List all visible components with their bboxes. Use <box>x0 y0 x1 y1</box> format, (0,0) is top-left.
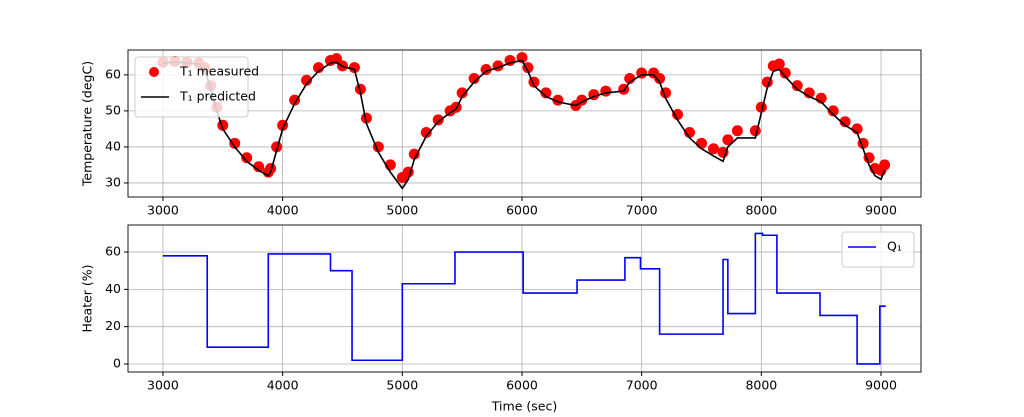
marker <box>408 148 420 160</box>
y-tick-label: 20 <box>105 318 121 333</box>
y-axis-label: Temperature (degC) <box>80 61 95 187</box>
x-tick-label: 5000 <box>386 378 418 393</box>
marker <box>722 134 734 146</box>
y-tick-label: 30 <box>105 174 121 189</box>
marker <box>879 159 891 171</box>
x-tick-label: 8000 <box>745 378 777 393</box>
marker <box>791 80 803 92</box>
legend-label: T₁ predicted <box>179 89 256 104</box>
marker <box>229 137 241 149</box>
legend: Q₁ <box>841 231 915 268</box>
axes-frame <box>127 49 922 198</box>
marker <box>313 62 325 74</box>
x-tick-label: 9000 <box>865 378 897 393</box>
x-tick-label: 3000 <box>147 378 179 393</box>
legend-box <box>134 56 249 118</box>
subplot: 3000 4000 5000 6000 7000 8000 9000 30 40 50 60 Temp… <box>80 49 922 218</box>
marker <box>468 72 480 84</box>
marker <box>540 87 552 99</box>
marker <box>779 67 791 79</box>
marker <box>863 152 875 164</box>
axes-frame <box>127 224 922 373</box>
y-tick-label: 40 <box>105 281 121 296</box>
marker <box>432 114 444 126</box>
marker <box>731 125 743 137</box>
series-line <box>162 59 886 190</box>
plot-area <box>162 232 886 365</box>
x-tick-label: 7000 <box>626 378 658 393</box>
y-tick-label: 0 <box>113 355 121 370</box>
marker <box>696 137 708 149</box>
marker <box>330 53 342 65</box>
legend-marker <box>149 67 159 77</box>
x-tick-label: 4000 <box>267 203 299 218</box>
marker <box>253 161 265 173</box>
legend-box <box>841 231 915 268</box>
marker <box>348 62 360 74</box>
legend-label: Q₁ <box>887 239 902 254</box>
marker <box>827 105 839 117</box>
y-tick-label: 60 <box>105 244 121 259</box>
marker <box>241 152 253 164</box>
x-tick-label: 8000 <box>745 203 777 218</box>
marker <box>600 85 612 97</box>
x-tick-label: 3000 <box>147 203 179 218</box>
marker <box>354 83 366 95</box>
marker <box>707 143 719 155</box>
legend: T₁ measured T₁ predicted <box>134 56 259 118</box>
marker <box>672 108 684 120</box>
x-tick-label: 9000 <box>865 203 897 218</box>
subplot: 3000 4000 5000 6000 7000 8000 9000 0 20 40 60 Heate… <box>80 224 922 414</box>
y-tick-label: 40 <box>105 138 121 153</box>
x-tick-label: 6000 <box>506 378 538 393</box>
y-tick-label: 50 <box>105 102 121 117</box>
x-tick-label: 7000 <box>626 203 658 218</box>
x-axis-label: Time (sec) <box>491 399 557 414</box>
marker <box>654 72 666 84</box>
marker <box>420 127 432 139</box>
marker <box>480 63 492 75</box>
marker <box>360 112 372 124</box>
x-tick-label: 6000 <box>506 203 538 218</box>
marker <box>271 141 283 153</box>
marker <box>684 127 696 139</box>
series-line <box>162 232 886 365</box>
y-axis-label: Heater (%) <box>80 264 95 332</box>
marker <box>289 94 301 106</box>
marker <box>456 87 468 99</box>
marker <box>773 58 785 70</box>
y-tick-label: 60 <box>105 66 121 81</box>
legend-label: T₁ measured <box>179 64 259 79</box>
x-tick-label: 4000 <box>267 378 299 393</box>
plot-area <box>157 52 891 190</box>
marker <box>839 116 851 128</box>
x-tick-label: 5000 <box>386 203 418 218</box>
marker <box>301 74 313 86</box>
marker <box>265 163 277 175</box>
